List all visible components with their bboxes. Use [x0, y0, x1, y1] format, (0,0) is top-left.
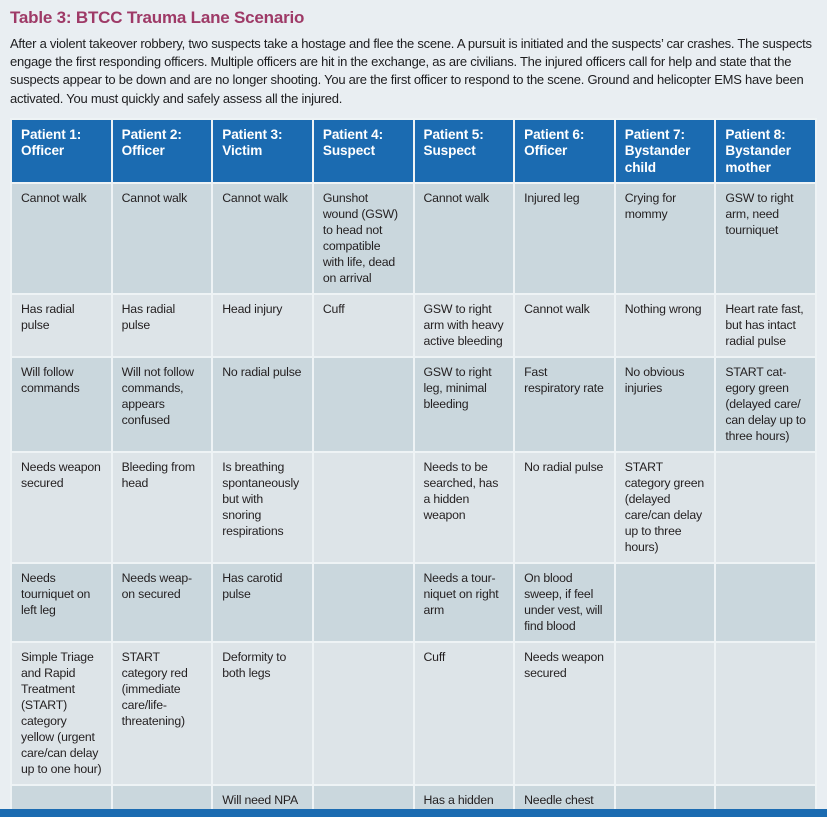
table-cell: Has carotid pulse — [211, 562, 314, 644]
table-row: Needs tourniquet on left leg Needs weap-o… — [10, 562, 817, 644]
table-cell: Cuff — [311, 293, 415, 359]
header-row: Patient 1: Officer Patient 2: Officer Patien… — [10, 117, 817, 185]
table-row: Has radial pulse Has radial pulse Head inj… — [10, 293, 817, 359]
table-row: Simple Triage and Rapid Treatment (START… — [10, 641, 817, 786]
patient-number: Patient 2: — [121, 126, 182, 142]
table-cell: Will not follow commands, appears confus… — [110, 356, 214, 454]
patient-number: Patient 1: — [21, 126, 82, 142]
table-cell: Deformity to both legs — [211, 641, 314, 786]
patient-number: Patient 8: — [725, 126, 786, 142]
patient-number: Patient 6: — [524, 126, 585, 142]
table-cell: Cannot walk — [211, 182, 314, 296]
column-header: Patient 7: Bystander child — [613, 117, 717, 185]
scenario-intro-text: After a violent takeover robbery, two su… — [10, 36, 812, 106]
table-cell: Fast respiratory rate — [513, 356, 616, 454]
table-cell: Head injury — [211, 293, 314, 359]
table-header: Patient 1: Officer Patient 2: Officer Patien… — [10, 117, 817, 185]
table-cell: Nothing wrong — [613, 293, 717, 359]
patient-number: Patient 3: — [222, 126, 283, 142]
table-cell: Cuff — [412, 641, 516, 786]
table-cell — [714, 451, 817, 565]
patient-role: Victim — [222, 143, 263, 159]
table-cell: Needs tourniquet on left leg — [10, 562, 113, 644]
table-cell: START cat-egory green (delayed care/ can… — [714, 356, 817, 454]
table-cell: Crying for mommy — [613, 182, 717, 296]
table-cell — [714, 641, 817, 786]
table-cell: No obvious injuries — [613, 356, 717, 454]
table-cell: Needs weap-on secured — [110, 562, 214, 644]
table-row: Cannot walk Cannot walk Cannot walk Gunshot… — [10, 182, 817, 296]
table-cell: Will follow commands — [10, 356, 113, 454]
table-cell: Cannot walk — [513, 293, 616, 359]
table-cell: Has radial pulse — [10, 293, 113, 359]
table-cell: START category green (delayed care/can d… — [613, 451, 717, 565]
table-cell — [311, 562, 415, 644]
patient-number: Patient 4: — [322, 126, 384, 142]
patient-number: Patient 5: — [423, 126, 484, 142]
table-cell: Injured leg — [513, 182, 616, 296]
patient-role: Suspect — [322, 143, 376, 159]
table-cell: Is breathing spontaneously but with snor… — [211, 451, 314, 565]
table-cell: Cannot walk — [110, 182, 214, 296]
table-cell: On blood sweep, if feel under vest, will… — [513, 562, 616, 644]
table-cell: Needs weapon secured — [513, 641, 616, 786]
table-cell — [613, 641, 717, 786]
patient-role: Bystander child — [624, 143, 691, 175]
table-cell: GSW to right arm with heavy active bleed… — [412, 293, 516, 359]
table-cell — [10, 783, 113, 817]
column-header: Patient 6: Officer — [513, 117, 616, 185]
patient-role: Officer — [21, 143, 65, 159]
table-body: Cannot walk Cannot walk Cannot walk Gunshot… — [10, 182, 817, 817]
table-row: Will follow commands Will not follow comm… — [10, 356, 817, 454]
patient-role: Officer — [121, 143, 165, 159]
table-cell: Cannot walk — [412, 182, 516, 296]
patient-role: Bystander mother — [725, 143, 791, 175]
table-row: Needs weapon secured Bleeding from head Is… — [10, 451, 817, 565]
table-cell: Cannot walk — [10, 182, 113, 296]
table-cell: Needs a tour-niquet on right arm — [412, 562, 516, 644]
patient-role: Suspect — [423, 143, 476, 159]
column-header: Patient 3: Victim — [211, 117, 314, 185]
table-cell: Simple Triage and Rapid Treatment (START… — [10, 641, 113, 786]
column-header: Patient 1: Officer — [10, 117, 113, 185]
column-header: Patient 4: Suspect — [311, 117, 415, 185]
bottom-accent-bar — [0, 809, 827, 817]
table-cell — [714, 562, 817, 644]
page-title: Table 3: BTCC Trauma Lane Scenario — [10, 8, 305, 27]
table-cell: GSW to right leg, minimal bleeding — [412, 356, 516, 454]
table-cell — [311, 356, 415, 454]
table-cell: Needs weapon secured — [10, 451, 113, 565]
table-cell: START category red (immediate care/life-… — [110, 641, 214, 786]
table-cell: Heart rate fast, but has intact radial p… — [714, 293, 817, 359]
table-cell: GSW to right arm, need tourniquet — [714, 182, 817, 296]
table-cell: Gunshot wound (GSW) to head not compatib… — [311, 182, 415, 296]
table-cell — [311, 451, 415, 565]
table-cell — [613, 562, 717, 644]
table-cell — [311, 641, 415, 786]
table-cell: Has radial pulse — [110, 293, 214, 359]
table-cell: No radial pulse — [513, 451, 616, 565]
patient-number: Patient 7: — [624, 126, 685, 142]
column-header: Patient 5: Suspect — [412, 117, 516, 185]
trauma-lane-table: Patient 1: Officer Patient 2: Officer Patien… — [10, 117, 817, 817]
patient-role: Officer — [524, 143, 568, 159]
column-header: Patient 2: Officer — [110, 117, 214, 185]
column-header: Patient 8: Bystander mother — [714, 117, 817, 185]
table-cell: Bleeding from head — [110, 451, 214, 565]
table-cell: Needs to be searched, has a hidden weapo… — [412, 451, 516, 565]
table-cell: No radial pulse — [211, 356, 314, 454]
